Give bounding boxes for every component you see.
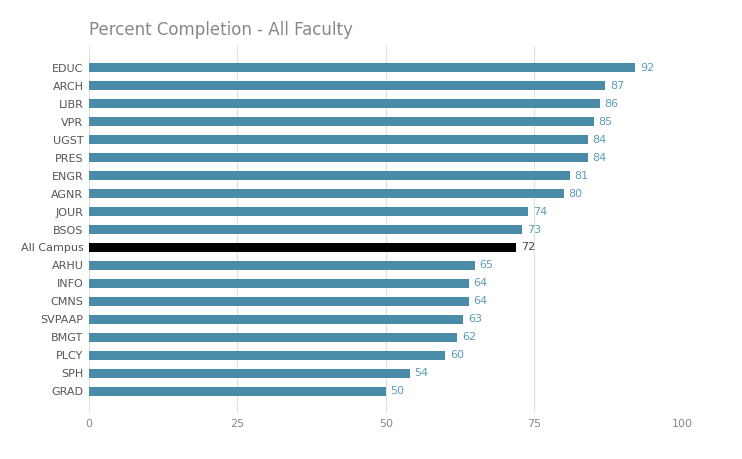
Bar <box>89 332 457 342</box>
Bar <box>89 134 588 145</box>
Text: 65: 65 <box>479 261 493 270</box>
Text: 72: 72 <box>521 242 536 252</box>
Bar <box>89 224 522 235</box>
Bar <box>89 62 635 73</box>
Text: 92: 92 <box>640 62 654 73</box>
Bar <box>89 351 445 360</box>
Text: Percent Completion - All Faculty: Percent Completion - All Faculty <box>89 21 353 39</box>
Bar <box>89 261 475 270</box>
Text: 73: 73 <box>527 224 541 235</box>
Bar <box>89 314 463 325</box>
Bar <box>89 117 594 127</box>
Text: 62: 62 <box>462 332 476 342</box>
Text: 81: 81 <box>574 170 588 180</box>
Text: 64: 64 <box>473 297 487 307</box>
Text: 80: 80 <box>568 189 582 198</box>
Bar <box>89 152 588 162</box>
Bar <box>89 171 570 180</box>
Bar <box>89 369 410 378</box>
Bar <box>89 99 600 108</box>
Bar <box>89 81 605 90</box>
Text: 86: 86 <box>604 99 618 108</box>
Text: 54: 54 <box>414 369 428 379</box>
Text: 85: 85 <box>598 117 612 127</box>
Bar <box>89 279 469 288</box>
Text: 63: 63 <box>467 314 482 325</box>
Bar <box>89 207 528 217</box>
Bar <box>89 386 386 397</box>
Text: 74: 74 <box>533 207 548 217</box>
Text: 84: 84 <box>592 134 607 145</box>
Text: 84: 84 <box>592 152 607 162</box>
Text: 87: 87 <box>610 80 625 90</box>
Text: 64: 64 <box>473 279 487 289</box>
Text: 50: 50 <box>390 386 404 397</box>
Text: 60: 60 <box>450 351 464 360</box>
Bar <box>89 297 469 307</box>
Bar <box>89 242 516 252</box>
Bar <box>89 189 564 198</box>
